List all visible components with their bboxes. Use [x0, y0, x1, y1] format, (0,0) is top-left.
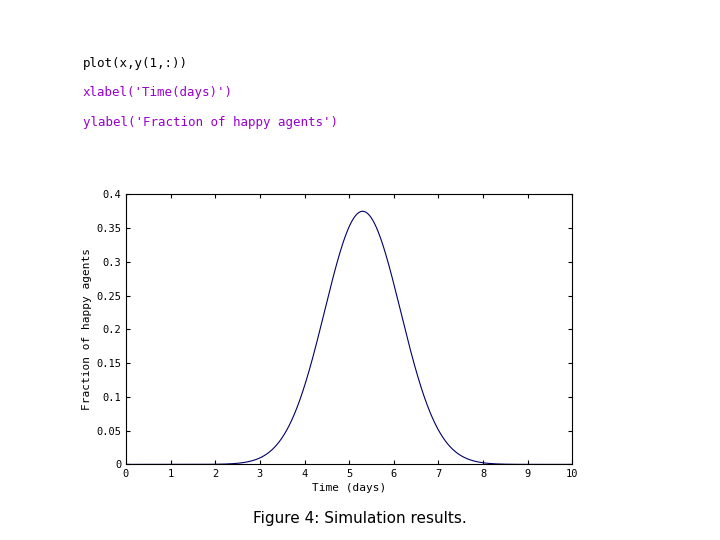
Text: xlabel('Time(days)'): xlabel('Time(days)') — [83, 86, 233, 99]
Y-axis label: Fraction of happy agents: Fraction of happy agents — [82, 248, 92, 410]
Text: Figure 4: Simulation results.: Figure 4: Simulation results. — [253, 511, 467, 526]
X-axis label: Time (days): Time (days) — [312, 483, 387, 494]
Text: ylabel('Fraction of happy agents'): ylabel('Fraction of happy agents') — [83, 116, 338, 129]
Text: plot(x,y(1,:)): plot(x,y(1,:)) — [83, 57, 188, 70]
